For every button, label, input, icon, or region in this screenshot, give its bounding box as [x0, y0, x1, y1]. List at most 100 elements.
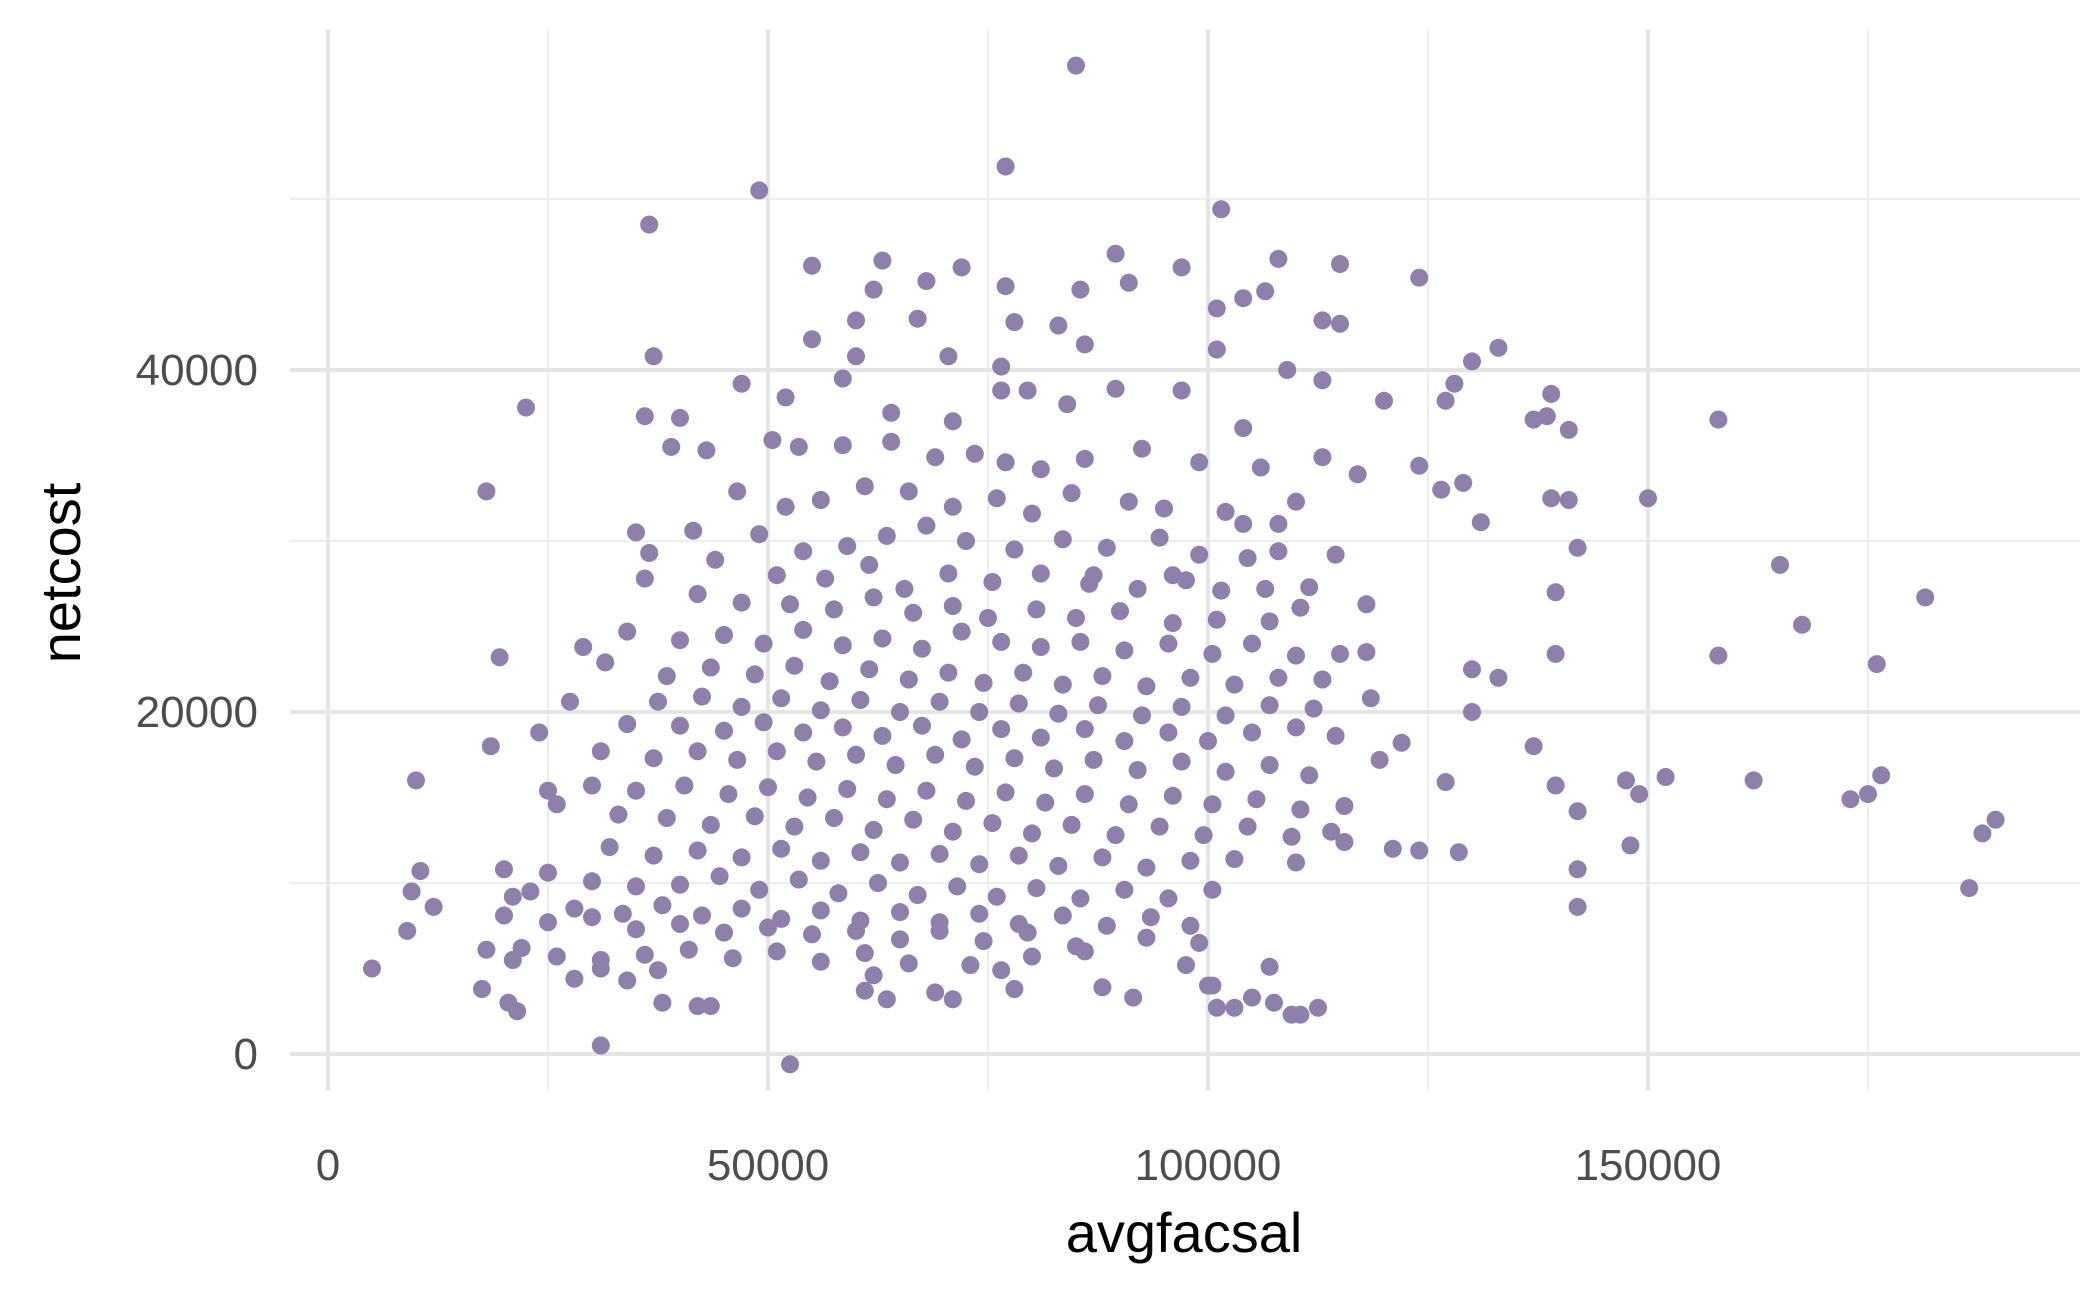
data-point — [627, 920, 645, 939]
data-point — [789, 870, 808, 889]
data-point — [1709, 646, 1728, 665]
data-point — [1300, 766, 1319, 785]
data-point — [877, 990, 896, 1009]
data-point — [1049, 856, 1068, 875]
data-point — [939, 347, 958, 366]
data-point — [495, 906, 513, 925]
data-point — [1291, 800, 1310, 819]
data-point — [979, 609, 997, 627]
data-point — [759, 918, 777, 937]
data-point — [1375, 391, 1393, 410]
data-point — [957, 791, 975, 810]
data-point — [657, 667, 676, 686]
data-point — [767, 742, 786, 761]
data-point — [1137, 858, 1156, 877]
data-point — [970, 855, 989, 874]
data-point — [851, 843, 870, 862]
data-point — [1361, 689, 1380, 708]
data-point — [1436, 773, 1455, 792]
data-point — [926, 745, 945, 764]
data-point — [1031, 728, 1050, 747]
data-point — [1489, 338, 1508, 357]
data-point — [1172, 381, 1191, 400]
data-point — [970, 904, 989, 923]
data-point — [1137, 928, 1156, 947]
data-point — [1542, 384, 1561, 403]
data-point — [1357, 643, 1376, 662]
data-point — [1243, 723, 1261, 742]
data-point — [1053, 530, 1072, 549]
data-point — [891, 930, 909, 949]
data-point — [710, 867, 729, 886]
data-point — [1445, 374, 1464, 393]
data-point — [1568, 802, 1587, 821]
data-point — [1260, 612, 1279, 631]
data-point — [477, 940, 496, 959]
data-point — [684, 521, 703, 540]
data-point — [402, 882, 421, 901]
data-point — [943, 497, 962, 516]
data-point — [825, 809, 843, 827]
data-point — [1124, 988, 1143, 1007]
data-point — [671, 408, 689, 427]
data-point — [1106, 379, 1125, 398]
data-point — [1489, 668, 1508, 687]
data-point — [899, 670, 918, 689]
data-point — [1031, 460, 1050, 479]
data-point — [987, 489, 1006, 508]
data-point — [1137, 677, 1156, 696]
data-point — [1867, 655, 1886, 674]
data-point — [1243, 634, 1261, 653]
data-point — [763, 431, 782, 450]
data-point — [591, 742, 610, 761]
data-point — [1410, 841, 1429, 860]
data-point — [1986, 810, 2005, 829]
data-point — [1071, 632, 1090, 651]
data-point — [847, 745, 865, 764]
data-point — [1559, 420, 1578, 439]
data-point — [1463, 703, 1481, 721]
data-point — [1023, 947, 1041, 966]
data-point — [965, 757, 984, 776]
data-point — [1348, 465, 1367, 484]
data-point — [490, 648, 509, 667]
data-point — [1177, 956, 1195, 975]
data-point — [1300, 578, 1319, 597]
data-point — [719, 785, 738, 804]
data-point — [1265, 993, 1283, 1012]
data-point — [882, 403, 901, 422]
data-point — [781, 1055, 799, 1074]
data-point — [1119, 492, 1138, 511]
data-point — [851, 691, 870, 709]
data-point — [996, 453, 1015, 472]
data-point — [657, 809, 676, 827]
data-point — [591, 1036, 610, 1055]
data-point — [825, 600, 843, 619]
data-point — [794, 723, 813, 742]
data-point — [1225, 998, 1244, 1017]
data-point — [1269, 542, 1288, 561]
data-point — [943, 822, 962, 841]
data-point — [811, 901, 830, 920]
data-point — [1163, 566, 1182, 585]
x-tick-label: 150000 — [1575, 1141, 1722, 1190]
data-point — [1410, 268, 1429, 287]
data-point — [723, 949, 742, 968]
data-point — [1234, 289, 1253, 308]
data-point — [1172, 752, 1191, 771]
data-point — [1256, 579, 1275, 598]
data-point — [1546, 583, 1565, 602]
data-point — [1313, 311, 1332, 330]
data-point — [363, 959, 381, 978]
data-point — [1005, 313, 1024, 332]
data-point — [503, 951, 522, 969]
data-point — [1093, 667, 1112, 686]
data-point — [1075, 449, 1094, 468]
data-point — [732, 593, 751, 612]
data-point — [1225, 850, 1244, 869]
data-point — [1656, 768, 1675, 786]
data-point — [873, 251, 892, 270]
data-point — [688, 742, 707, 761]
data-point — [776, 388, 795, 407]
data-point — [952, 622, 971, 641]
